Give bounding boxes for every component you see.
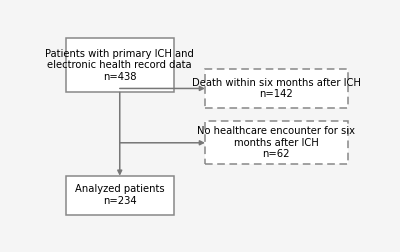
FancyBboxPatch shape (205, 121, 348, 164)
Text: Analyzed patients
n=234: Analyzed patients n=234 (75, 184, 164, 206)
Text: Patients with primary ICH and
electronic health record data
n=438: Patients with primary ICH and electronic… (45, 49, 194, 82)
FancyBboxPatch shape (205, 69, 348, 108)
FancyBboxPatch shape (66, 176, 174, 215)
Text: No healthcare encounter for six
months after ICH
n=62: No healthcare encounter for six months a… (197, 126, 355, 159)
Text: Death within six months after ICH
n=142: Death within six months after ICH n=142 (192, 78, 361, 99)
FancyBboxPatch shape (66, 38, 174, 92)
